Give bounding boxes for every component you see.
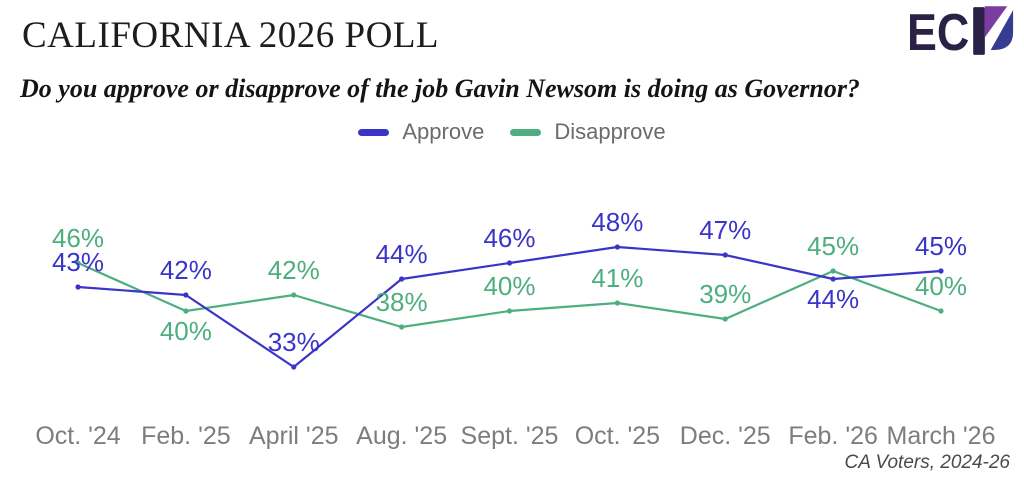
- disapprove-data-label: 40%: [483, 271, 535, 301]
- x-axis-label: Dec. '25: [680, 422, 771, 450]
- legend-swatch: [510, 128, 542, 136]
- approve-data-point: [291, 364, 297, 370]
- approve-data-point: [75, 284, 81, 290]
- disapprove-data-label: 39%: [699, 279, 751, 309]
- approve-data-label: 48%: [591, 207, 643, 237]
- approve-data-point: [506, 260, 513, 266]
- logo-p-purple-triangle: [984, 6, 1008, 38]
- approve-data-label: 44%: [376, 239, 428, 269]
- approve-data-label: 44%: [807, 284, 859, 314]
- x-axis-label: Aug. '25: [356, 422, 447, 450]
- approve-data-point: [399, 276, 405, 282]
- legend-swatch: [358, 128, 390, 136]
- disapprove-data-label: 40%: [160, 316, 212, 346]
- approve-data-label: 45%: [915, 231, 967, 261]
- x-axis-label: March '26: [887, 422, 996, 450]
- chart-legend: Approve Disapprove: [0, 119, 1024, 145]
- source-note: CA Voters, 2024-26: [844, 452, 1010, 473]
- poll-question: Do you approve or disapprove of the job …: [20, 74, 860, 103]
- x-axis-label: April '25: [249, 422, 339, 450]
- disapprove-data-point: [830, 268, 836, 274]
- legend-label: Approve: [402, 119, 485, 144]
- approve-data-point: [938, 268, 944, 274]
- x-axis-label: Oct. '24: [35, 422, 120, 450]
- page-title: CALIFORNIA 2026 POLL: [22, 15, 440, 56]
- x-axis-label: Feb. '25: [141, 422, 231, 450]
- disapprove-data-label: 45%: [807, 231, 859, 261]
- approve-data-label: 33%: [268, 327, 320, 357]
- disapprove-data-label: 40%: [915, 271, 967, 301]
- x-axis-label: Feb. '26: [788, 422, 878, 450]
- approve-data-label: 43%: [52, 247, 104, 277]
- disapprove-data-point: [399, 324, 405, 330]
- legend-item-disapprove: Disapprove: [510, 119, 666, 145]
- logo-ec-text: EC: [907, 3, 969, 60]
- disapprove-data-point: [291, 292, 297, 298]
- disapprove-data-label: 42%: [268, 255, 320, 285]
- logo-p-navy-wedge: [990, 10, 1014, 50]
- approve-data-label: 47%: [699, 215, 751, 245]
- approve-data-label: 42%: [160, 255, 212, 285]
- disapprove-data-point: [722, 316, 728, 322]
- disapprove-data-point: [938, 308, 944, 314]
- disapprove-data-label: 46%: [52, 223, 104, 253]
- logo-p-stem-shape: [973, 7, 985, 55]
- x-axis-label: Sept. '25: [461, 422, 559, 450]
- x-axis-label: Oct. '25: [575, 422, 660, 450]
- ecp-logo: EC: [907, 3, 1014, 60]
- disapprove-data-point: [75, 260, 81, 266]
- disapprove-data-label: 41%: [591, 263, 643, 293]
- approve-data-label: 46%: [483, 223, 535, 253]
- disapprove-data-point: [506, 308, 513, 314]
- legend-item-approve: Approve: [358, 119, 484, 145]
- approve-data-point: [183, 292, 189, 298]
- approve-data-point: [722, 252, 728, 258]
- legend-label: Disapprove: [554, 119, 666, 144]
- disapprove-data-point: [183, 308, 189, 314]
- approve-data-point: [614, 244, 620, 250]
- poll-chart: Oct. '24 Feb. '25 April '25 Aug. '25 Sept. '…: [35, 207, 996, 450]
- disapprove-data-point: [614, 300, 620, 306]
- disapprove-data-label: 38%: [376, 287, 428, 317]
- approve-data-point: [830, 276, 836, 282]
